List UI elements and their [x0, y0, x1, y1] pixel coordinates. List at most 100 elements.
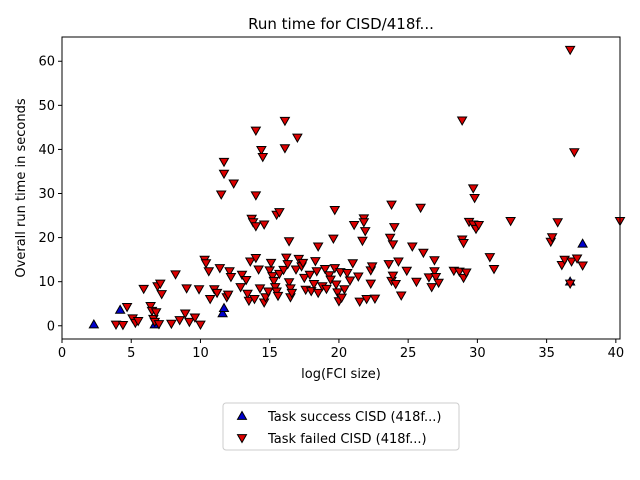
failed-point — [564, 279, 576, 289]
failed-point — [458, 239, 469, 249]
success-point — [217, 307, 228, 318]
x-axis-label: log(FCI size) — [301, 367, 381, 382]
failed-point — [170, 270, 181, 280]
failed-point — [179, 309, 191, 319]
failed-point — [366, 262, 378, 272]
failed-point — [332, 288, 343, 298]
x-tick-label: 40 — [608, 346, 625, 361]
failed-point — [429, 256, 440, 266]
failed-point — [154, 279, 166, 289]
failed-point — [325, 275, 336, 285]
y-tick-label: 50 — [38, 99, 55, 114]
axes-frame — [61, 36, 621, 340]
failed-point — [577, 261, 588, 271]
failed-point — [505, 216, 516, 227]
failed-point — [265, 258, 277, 269]
failed-point — [344, 276, 356, 286]
failed-point — [401, 266, 413, 277]
y-tick-label: 0 — [47, 319, 55, 334]
failed-point — [566, 257, 577, 267]
failed-point — [415, 203, 426, 214]
failed-point — [286, 288, 298, 299]
failed-point — [250, 222, 262, 232]
success-point — [88, 318, 100, 329]
legend-marker-failed — [236, 434, 248, 444]
failed-point — [274, 208, 285, 218]
failed-point — [365, 279, 377, 289]
success-point — [218, 302, 230, 313]
failed-point — [568, 148, 580, 158]
success-point — [577, 238, 588, 248]
failed-point — [138, 284, 150, 295]
failed-point — [132, 317, 144, 327]
failed-point — [348, 220, 360, 231]
failed-point — [328, 234, 339, 244]
failed-point — [222, 290, 234, 300]
failed-point — [311, 267, 323, 277]
failed-point — [166, 319, 177, 330]
failed-point — [319, 265, 331, 275]
failed-point — [304, 270, 316, 281]
failed-point — [184, 317, 195, 328]
failed-point — [418, 248, 429, 259]
failed-point — [278, 265, 289, 276]
failed-point — [174, 316, 186, 326]
failed-point — [256, 145, 267, 156]
x-tick-label: 10 — [192, 346, 209, 361]
failed-point — [552, 218, 564, 228]
failed-point — [225, 272, 237, 283]
failed-point — [469, 194, 480, 204]
failed-point — [339, 285, 350, 295]
plot-area — [88, 45, 626, 331]
y-tick-label: 10 — [38, 275, 55, 290]
failed-point — [121, 302, 133, 313]
x-tick-label: 0 — [58, 346, 66, 361]
failed-point — [433, 278, 444, 289]
failed-point — [254, 284, 266, 294]
failed-point — [267, 272, 278, 282]
failed-point — [308, 280, 320, 290]
failed-point — [236, 270, 248, 281]
failed-point — [224, 267, 235, 277]
x-tick-label: 15 — [261, 346, 278, 361]
failed-point — [484, 253, 496, 263]
failed-point — [390, 280, 402, 290]
failed-point — [426, 283, 438, 293]
failed-point — [110, 320, 122, 330]
failed-point — [268, 276, 280, 287]
x-tick-label: 20 — [331, 346, 348, 361]
failed-point — [406, 242, 418, 252]
failed-point — [257, 153, 269, 163]
failed-point — [181, 284, 192, 294]
failed-point — [258, 220, 270, 230]
x-axis: 0 5 10 15 20 25 30 35 40 — [58, 339, 624, 361]
failed-point — [189, 313, 201, 323]
failed-point — [243, 296, 255, 307]
failed-point — [218, 157, 230, 168]
failed-point — [467, 184, 479, 194]
failed-point — [279, 144, 291, 154]
failed-point — [279, 116, 291, 127]
legend-marker-success — [236, 410, 248, 420]
failed-point — [145, 302, 156, 312]
failed-point — [429, 267, 440, 277]
failed-point — [211, 288, 223, 299]
failed-point — [411, 277, 422, 288]
failed-point — [386, 200, 397, 211]
failed-point — [195, 320, 206, 330]
failed-point — [546, 233, 558, 243]
failed-point — [274, 269, 285, 280]
failed-point — [204, 295, 216, 305]
y-axis: 0 10 20 30 40 50 60 — [38, 55, 62, 334]
failed-point — [387, 240, 399, 250]
x-tick-label: 35 — [538, 346, 555, 361]
failed-point — [218, 169, 230, 180]
legend-box — [222, 402, 460, 451]
failed-point — [330, 280, 342, 290]
y-tick-label: 60 — [38, 55, 55, 70]
failed-point — [369, 294, 381, 304]
failed-point — [203, 267, 215, 277]
failed-point — [193, 285, 205, 295]
x-tick-label: 5 — [127, 346, 135, 361]
failed-point — [242, 289, 253, 300]
